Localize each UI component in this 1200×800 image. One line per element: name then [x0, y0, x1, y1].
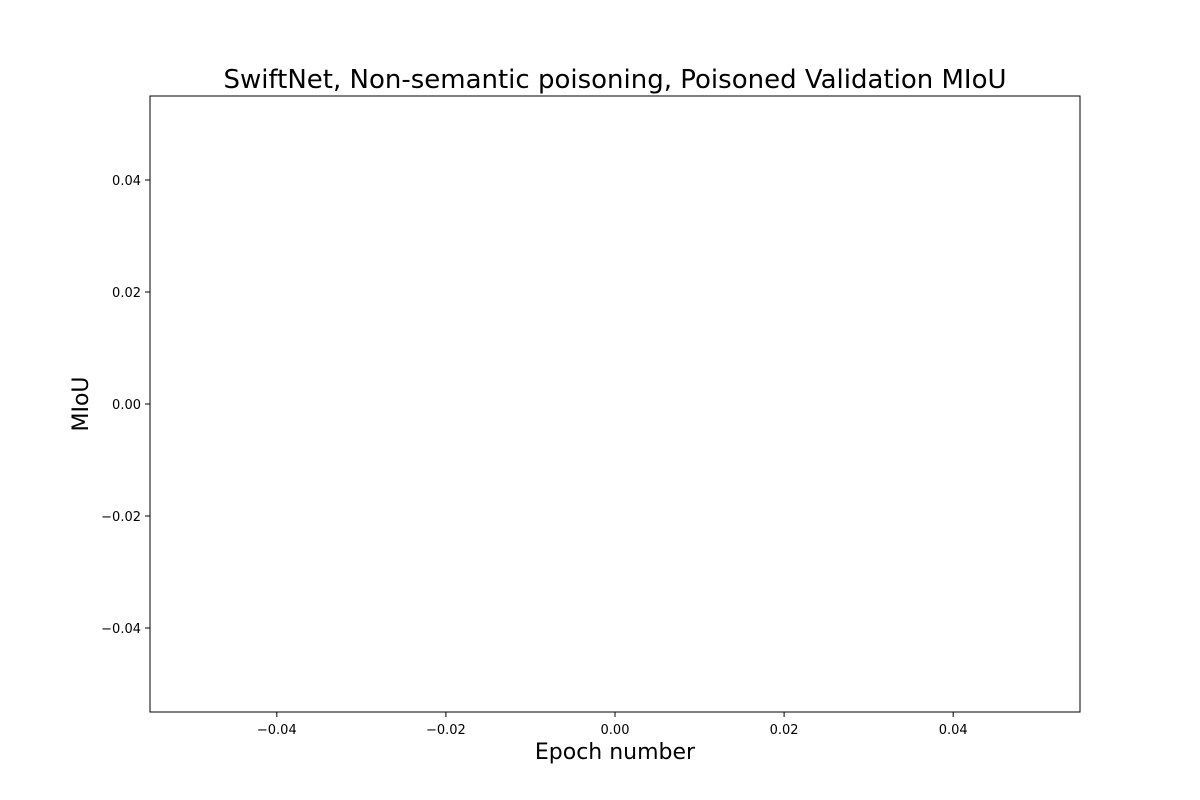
y-tick-label: 0.02: [112, 286, 141, 301]
y-tick-label: 0.00: [112, 398, 141, 413]
x-tick-label: 0.04: [939, 723, 968, 738]
plot-area-frame: [149, 95, 1081, 713]
y-axis-label: MIoU: [69, 376, 94, 431]
x-axis-label: Epoch number: [535, 740, 696, 765]
x-tick-label: 0.02: [770, 723, 799, 738]
x-axis-ticks: −0.04 −0.02 0.00 0.02 0.04: [257, 712, 968, 738]
y-axis-ticks: −0.04 −0.02 0.00 0.02 0.04: [101, 174, 150, 637]
x-tick-label: 0.00: [601, 723, 630, 738]
y-tick-label: −0.02: [101, 510, 141, 525]
chart-title: SwiftNet, Non-semantic poisoning, Poison…: [223, 65, 1006, 95]
x-tick-label: −0.02: [426, 723, 466, 738]
x-tick-label: −0.04: [257, 723, 297, 738]
y-tick-label: −0.04: [101, 622, 141, 637]
y-tick-label: 0.04: [112, 174, 141, 189]
